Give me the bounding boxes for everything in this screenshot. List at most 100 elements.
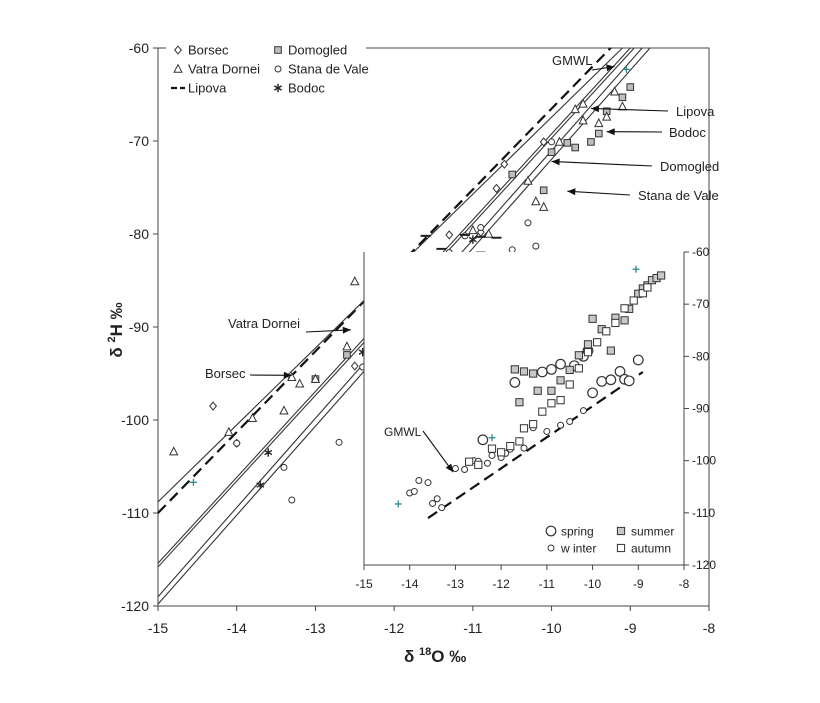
inset-point-w-inter-12: [488, 451, 496, 459]
inset-point-autumn-5: [515, 437, 524, 446]
main-point-vatra-dornei-19: [578, 115, 588, 125]
main-point-stana-de-vale-1: [288, 496, 296, 504]
inset-legend-item-summer: summer: [616, 525, 674, 539]
inset-y-tick-label-4: -80: [692, 349, 710, 363]
main-y-tick-label-6: -60: [129, 40, 149, 56]
main-legend-item-borsec: Borsec: [174, 43, 229, 58]
main-legend-item-bodoc: Bodoc: [273, 81, 325, 96]
inset-point-autumn-10: [556, 396, 565, 405]
main-point-domogled-1: [343, 351, 351, 359]
inset-x-tick-label-0: -15: [355, 577, 373, 591]
main-point-vatra-dornei-18: [578, 98, 588, 108]
inset-legend-marker-autumn: [616, 543, 626, 553]
inset-point-spring-3: [546, 363, 557, 375]
inset-series-autumn: [465, 283, 652, 469]
main-point-bodoc-1: [256, 480, 265, 490]
inset-legend-item-w-inter: w inter: [547, 542, 596, 556]
main-legend-box: [166, 38, 366, 102]
inset-gmwl-cross-2: [632, 265, 640, 273]
inset-point-summer-3: [529, 369, 538, 378]
inset-series-summer: [510, 271, 666, 407]
main-annotation-bodoc: Bodoc: [606, 125, 706, 140]
inset-point-spring-8: [587, 387, 598, 399]
inset-point-summer-2: [519, 367, 529, 376]
inset-legend-label-summer: summer: [631, 525, 674, 539]
main-point-borsec-5: [445, 230, 454, 240]
main-legend: Borsec Domogled Vatra Dornei Stana de Vale L…: [166, 38, 369, 102]
inset-point-autumn-7: [529, 420, 538, 429]
inset-legend-item-spring: spring: [545, 525, 594, 539]
main-y-tick-label-3: -90: [129, 319, 149, 335]
inset-point-w-inter-4: [429, 499, 437, 507]
inset-x-tick-label-6: -9: [633, 577, 644, 591]
inset-point-autumn-8: [538, 407, 547, 416]
main-point-stana-de-vale-19: [524, 219, 532, 227]
inset-point-spring-2: [536, 366, 548, 378]
main-point-domogled-16: [547, 148, 556, 156]
main-point-borsec-0: [209, 401, 218, 411]
inset-point-autumn-4: [506, 441, 515, 451]
inset-x-tick-label-7: -8: [679, 577, 690, 591]
main-point-borsec-10: [539, 137, 548, 147]
main-point-domogled-12: [595, 129, 603, 138]
inset-annotation-gmwl: GMWL: [384, 425, 454, 473]
inset-point-w-inter-16: [520, 444, 528, 452]
inset-x-tick-label-2: -13: [447, 577, 465, 591]
inset-point-autumn-13: [583, 348, 593, 357]
inset-point-summer-7: [565, 365, 574, 374]
main-point-domogled-7: [508, 170, 517, 179]
inset-point-summer-4: [533, 386, 542, 395]
main-gmwl-cross-2: [622, 65, 630, 73]
main-point-vatra-dornei-0: [169, 446, 179, 456]
main-annotation-arrowhead-lipova: [590, 105, 600, 113]
main-point-vatra-dornei-14: [531, 196, 541, 206]
main-point-stana-de-vale-2: [280, 463, 288, 471]
main-legend-label-vatra-dornei: Vatra Dornei: [188, 62, 260, 77]
main-point-vatra-dornei-20: [594, 117, 604, 128]
main-annotation-arrowhead-gmwl: [606, 64, 615, 72]
main-point-domogled-10: [571, 143, 579, 152]
inset-x-tick-label-1: -14: [401, 577, 419, 591]
inset-point-summer-10: [588, 314, 597, 323]
inset-point-autumn-20: [643, 283, 652, 292]
main-point-stana-de-vale-13: [477, 223, 485, 231]
inset-point-w-inter-5: [433, 495, 441, 503]
inset-point-autumn-3: [497, 448, 506, 457]
main-annotation-arrowhead-vatra-dornei: [342, 326, 351, 334]
inset-gmwl-cross-1: [488, 434, 496, 442]
inset-point-w-inter-6: [438, 504, 446, 512]
main-point-vatra-dornei-17: [570, 103, 580, 114]
main-point-vatra-dornei-13: [523, 175, 533, 185]
inset-point-autumn-1: [474, 460, 483, 469]
inset-point-w-inter-2: [415, 476, 423, 484]
main-point-borsec-9: [500, 159, 509, 169]
main-legend-marker-bodoc: [273, 83, 283, 93]
inset-point-spring-14: [632, 354, 644, 366]
main-x-tick-label-3: -12: [384, 620, 404, 636]
inset-point-spring-9: [596, 375, 608, 387]
main-legend-item-domogled: Domogled: [274, 43, 347, 58]
main-y-tick-label-4: -80: [129, 226, 149, 242]
inset-point-spring-1: [509, 377, 521, 388]
main-annotation-domogled: Domogled: [551, 158, 719, 174]
main-x-tick-label-0: -15: [148, 620, 168, 636]
inset-x-tick-label-4: -11: [539, 577, 556, 591]
inset-point-w-inter-18: [543, 427, 551, 435]
main-point-domogled-11: [587, 138, 595, 146]
main-point-vatra-dornei-22: [609, 86, 620, 96]
main-point-vatra-dornei-15: [538, 201, 549, 211]
inset-legend-label-w-inter: w inter: [560, 542, 596, 556]
inset-point-autumn-19: [638, 289, 647, 298]
main-point-domogled-13: [618, 93, 627, 102]
inset-y-tick-label-5: -70: [692, 297, 710, 311]
main-annotation-arrow-lipova: [590, 107, 669, 112]
main-annotation-text-bodoc: Bodoc: [669, 125, 706, 140]
main-y-tick-label-1: -110: [122, 505, 149, 521]
y-axis-title: δ 2H ‰: [106, 302, 126, 357]
main-point-vatra-dornei-5: [294, 378, 305, 388]
inset-point-w-inter-20: [566, 418, 574, 426]
inset-annotation-text-gmwl: GMWL: [384, 425, 422, 439]
main-annotation-arrowhead-bodoc: [606, 128, 615, 136]
main-y-tick-label-5: -70: [129, 133, 149, 149]
main-annotation-text-lipova: Lipova: [676, 104, 715, 119]
